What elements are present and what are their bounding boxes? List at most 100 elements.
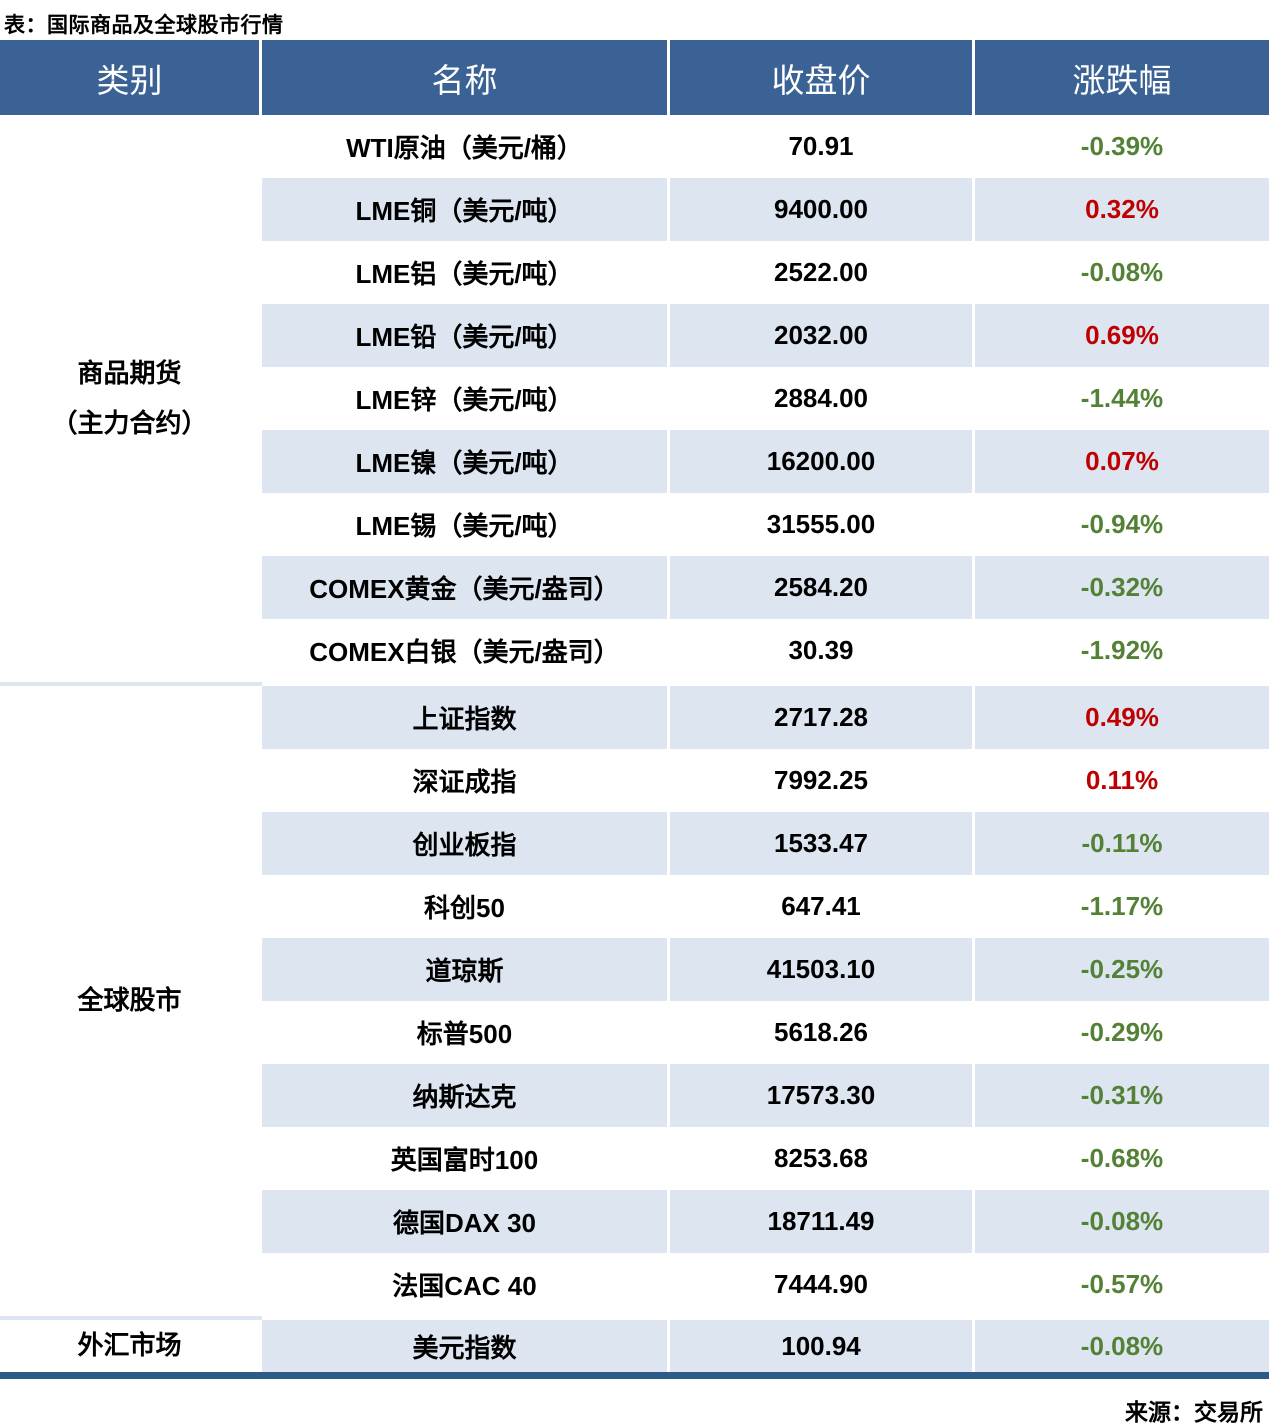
table-row: 纳斯达克 17573.30 -0.31% (262, 1064, 1269, 1127)
change-percent: -0.57% (975, 1253, 1269, 1316)
instrument-name: 标普500 (262, 1001, 670, 1064)
section-divider (0, 1316, 1269, 1320)
section-rows: WTI原油（美元/桶） 70.91 -0.39% LME铜（美元/吨） 9400.00 0… (262, 115, 1269, 682)
change-percent: -0.25% (975, 938, 1269, 1001)
section-divider-left (0, 682, 262, 686)
column-header-category: 类别 (0, 40, 262, 115)
close-price: 16200.00 (670, 430, 975, 493)
category-cell: 外汇市场 (0, 1320, 262, 1372)
category-label: （主力合约） (51, 407, 208, 438)
quotes-table: 类别 名称 收盘价 涨跌幅 商品期货 （主力合约） WTI原油（美元/桶） 70.91… (0, 40, 1269, 1379)
table-row: 美元指数 100.94 -0.08% (262, 1320, 1269, 1372)
change-percent: -1.17% (975, 875, 1269, 938)
instrument-name: LME镍（美元/吨） (262, 430, 670, 493)
instrument-name: 上证指数 (262, 686, 670, 749)
change-percent: -0.11% (975, 812, 1269, 875)
page-title: 表：国际商品及全球股市行情 (4, 14, 284, 37)
close-price: 31555.00 (670, 493, 975, 556)
source-note: 来源：交易所 (1125, 1399, 1263, 1425)
change-percent: 0.69% (975, 304, 1269, 367)
table-row: COMEX黄金（美元/盎司） 2584.20 -0.32% (262, 556, 1269, 619)
category-label: 外汇市场 (77, 1330, 182, 1361)
table-row: LME铜（美元/吨） 9400.00 0.32% (262, 178, 1269, 241)
table-row: LME锡（美元/吨） 31555.00 -0.94% (262, 493, 1269, 556)
change-percent: -0.08% (975, 1190, 1269, 1253)
instrument-name: 美元指数 (262, 1320, 670, 1372)
change-percent: 0.49% (975, 686, 1269, 749)
close-price: 647.41 (670, 875, 975, 938)
table-section: 商品期货 （主力合约） WTI原油（美元/桶） 70.91 -0.39% LME铜（美元/… (0, 115, 1269, 682)
close-price: 18711.49 (670, 1190, 975, 1253)
instrument-name: LME锌（美元/吨） (262, 367, 670, 430)
column-header-close: 收盘价 (670, 40, 975, 115)
change-percent: -0.08% (975, 241, 1269, 304)
close-price: 2032.00 (670, 304, 975, 367)
close-price: 17573.30 (670, 1064, 975, 1127)
change-percent: -0.39% (975, 115, 1269, 178)
close-price: 30.39 (670, 619, 975, 682)
change-percent: -0.32% (975, 556, 1269, 619)
close-price: 2717.28 (670, 686, 975, 749)
table-row: 英国富时100 8253.68 -0.68% (262, 1127, 1269, 1190)
close-price: 7444.90 (670, 1253, 975, 1316)
category-cell: 全球股市 (0, 686, 262, 1316)
change-percent: 0.32% (975, 178, 1269, 241)
instrument-name: 英国富时100 (262, 1127, 670, 1190)
column-header-change: 涨跌幅 (1072, 60, 1172, 100)
change-percent: 0.07% (975, 430, 1269, 493)
table-row: LME锌（美元/吨） 2884.00 -1.44% (262, 367, 1269, 430)
close-price: 2584.20 (670, 556, 975, 619)
table-row: 上证指数 2717.28 0.49% (262, 686, 1269, 749)
table-header-row: 类别 名称 收盘价 涨跌幅 (0, 40, 1269, 115)
table-body: 商品期货 （主力合约） WTI原油（美元/桶） 70.91 -0.39% LME铜（美元/… (0, 115, 1269, 1372)
table-section: 全球股市 上证指数 2717.28 0.49% 深证成指 7992.25 0.11% 创业板指… (0, 686, 1269, 1316)
table-row: LME铝（美元/吨） 2522.00 -0.08% (262, 241, 1269, 304)
close-price: 1533.47 (670, 812, 975, 875)
close-price: 100.94 (670, 1320, 975, 1372)
section-rows: 美元指数 100.94 -0.08% (262, 1320, 1269, 1372)
close-price: 70.91 (670, 115, 975, 178)
instrument-name: LME铝（美元/吨） (262, 241, 670, 304)
table-row: COMEX白银（美元/盎司） 30.39 -1.92% (262, 619, 1269, 682)
close-price: 41503.10 (670, 938, 975, 1001)
change-percent: -0.29% (975, 1001, 1269, 1064)
instrument-name: 纳斯达克 (262, 1064, 670, 1127)
instrument-name: LME锡（美元/吨） (262, 493, 670, 556)
table-row: 标普500 5618.26 -0.29% (262, 1001, 1269, 1064)
instrument-name: WTI原油（美元/桶） (262, 115, 670, 178)
category-label: 商品期货 (77, 358, 182, 389)
table-section: 外汇市场 美元指数 100.94 -0.08% (0, 1320, 1269, 1372)
table-row: LME镍（美元/吨） 16200.00 0.07% (262, 430, 1269, 493)
instrument-name: COMEX黄金（美元/盎司） (262, 556, 670, 619)
table-row: 科创50 647.41 -1.17% (262, 875, 1269, 938)
close-price: 8253.68 (670, 1127, 975, 1190)
change-percent: -1.44% (975, 367, 1269, 430)
instrument-name: COMEX白银（美元/盎司） (262, 619, 670, 682)
table-bottom-rule (0, 1372, 1269, 1379)
section-divider-left (0, 1316, 262, 1320)
change-percent: -0.68% (975, 1127, 1269, 1190)
table-row: 深证成指 7992.25 0.11% (262, 749, 1269, 812)
change-percent: -0.94% (975, 493, 1269, 556)
instrument-name: 创业板指 (262, 812, 670, 875)
close-price: 7992.25 (670, 749, 975, 812)
close-price: 2522.00 (670, 241, 975, 304)
instrument-name: 科创50 (262, 875, 670, 938)
column-header-name: 名称 (262, 40, 670, 115)
table-row: 法国CAC 40 7444.90 -0.57% (262, 1253, 1269, 1316)
category-cell: 商品期货 （主力合约） (0, 115, 262, 682)
table-row: LME铅（美元/吨） 2032.00 0.69% (262, 304, 1269, 367)
table-row: 道琼斯 41503.10 -0.25% (262, 938, 1269, 1001)
table-row: WTI原油（美元/桶） 70.91 -0.39% (262, 115, 1269, 178)
section-divider (0, 682, 1269, 686)
section-divider-right (262, 1316, 1269, 1320)
section-rows: 上证指数 2717.28 0.49% 深证成指 7992.25 0.11% 创业板指 1533… (262, 686, 1269, 1316)
category-label: 全球股市 (77, 985, 182, 1016)
table-row: 德国DAX 30 18711.49 -0.08% (262, 1190, 1269, 1253)
table-row: 创业板指 1533.47 -0.11% (262, 812, 1269, 875)
instrument-name: 德国DAX 30 (262, 1190, 670, 1253)
instrument-name: LME铜（美元/吨） (262, 178, 670, 241)
close-price: 5618.26 (670, 1001, 975, 1064)
change-percent: -0.31% (975, 1064, 1269, 1127)
